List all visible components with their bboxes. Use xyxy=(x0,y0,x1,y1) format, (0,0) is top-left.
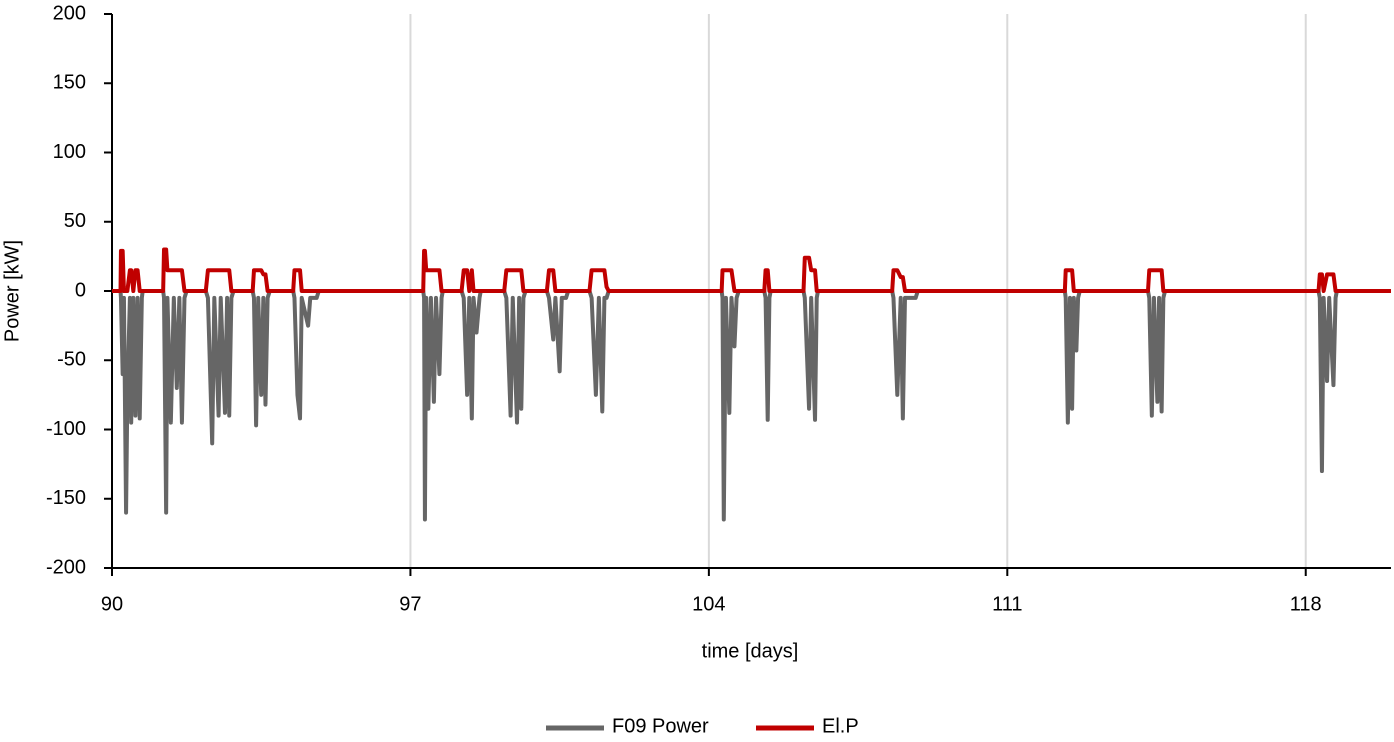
y-tick-label: 150 xyxy=(53,72,86,94)
y-tick-label: -50 xyxy=(57,349,86,371)
y-tick-label: 50 xyxy=(64,210,86,232)
data-line xyxy=(112,289,1391,522)
x-tick-label: 104 xyxy=(692,593,725,615)
y-tick-label: -200 xyxy=(46,556,86,578)
y-tick-label: 200 xyxy=(53,2,86,24)
y-axis-label: Power [kW] xyxy=(1,240,23,342)
x-tick-label: 97 xyxy=(399,593,421,615)
x-tick-label: 118 xyxy=(1290,593,1322,615)
y-tick-label: 100 xyxy=(53,141,86,163)
legend-label: F09 Power xyxy=(612,715,709,737)
x-tick-label: 90 xyxy=(101,593,123,615)
x-tick-label: 111 xyxy=(992,593,1022,615)
y-tick-label: -150 xyxy=(46,487,86,509)
y-tick-label: 0 xyxy=(75,279,86,301)
y-tick-label: -100 xyxy=(46,418,86,440)
legend-label: El.P xyxy=(822,715,859,737)
x-axis-label: time [days] xyxy=(702,640,799,662)
data-line xyxy=(112,247,1391,293)
